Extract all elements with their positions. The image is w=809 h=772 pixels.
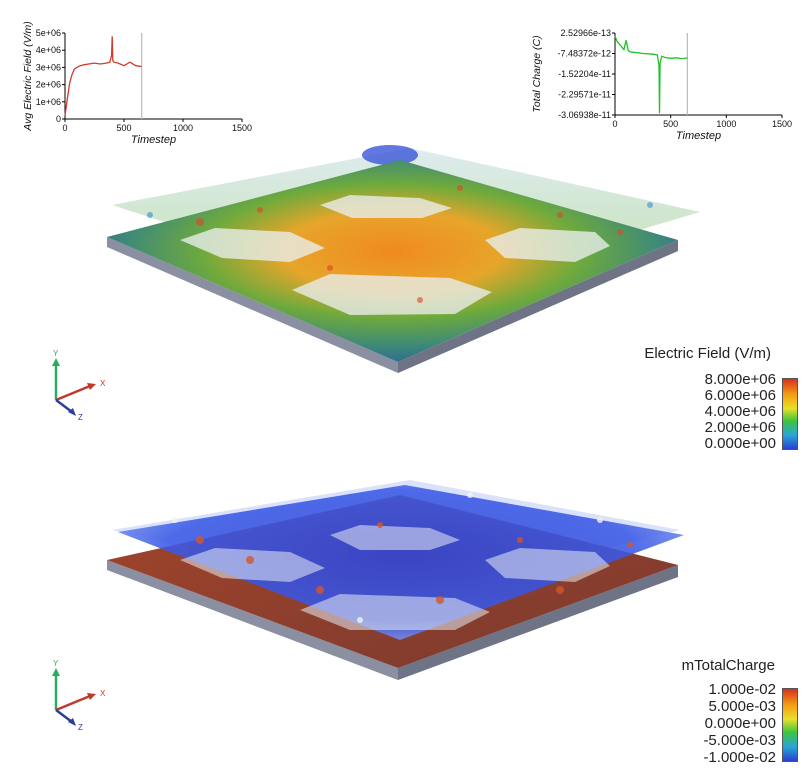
electric-field-colorbar-tick: 2.000e+06	[704, 419, 776, 436]
axis-z-label: Z	[78, 413, 83, 422]
total-charge-colorbar-tick: 0.000e+00	[704, 715, 776, 732]
ef-y-tick-label: 5e+06	[36, 28, 61, 38]
total-charge-colorbar-tick: -1.000e-02	[703, 749, 776, 766]
ef-x-label: Timestep	[131, 134, 176, 146]
charge-y-tick-label: 2.52966e-13	[560, 28, 611, 38]
charge-y-tick-label: -2.29571e-11	[558, 89, 611, 99]
electric-field-colorbar-tick: 6.000e+06	[704, 387, 776, 404]
electric-field-colorbar-tick: 0.000e+00	[704, 435, 776, 452]
total-charge-colorbar	[782, 688, 798, 762]
ef-y-tick-label: 2e+06	[36, 80, 61, 90]
ef-y-tick-label: 3e+06	[36, 62, 61, 72]
electric-field-colorbar-tick: 8.000e+06	[704, 371, 776, 388]
total-charge-colorbar-tick: 1.000e-02	[708, 681, 776, 698]
ef-y-tick-label: 1e+06	[36, 97, 61, 107]
ef-x-tick-label: 1500	[232, 123, 252, 133]
orientation-axes-bottom: Y X Z	[52, 660, 106, 732]
ef-y-tick-label: 0	[56, 114, 61, 124]
ef-x-tick-label: 0	[62, 123, 67, 133]
charge-x-tick-label: 500	[663, 119, 678, 129]
ef-y-label: Avg Electric Field (V/m)	[22, 21, 34, 132]
axis-y-label: Y	[53, 350, 59, 358]
charge-y-tick-label: -3.06938e-11	[558, 110, 611, 120]
charge-x-tick-label: 0	[612, 119, 617, 129]
charge-y-tick-label: -1.52204e-11	[558, 69, 611, 79]
electric-field-colorbar-tick: 4.000e+06	[704, 403, 776, 420]
electric-field-colorbar-title: Electric Field (V/m)	[644, 345, 771, 362]
total-charge-colorbar-tick: -5.000e-03	[703, 732, 776, 749]
ef-x-tick-label: 1000	[173, 123, 193, 133]
charge-y-label: Total Charge (C)	[531, 35, 543, 112]
charge-x-tick-label: 1000	[716, 119, 736, 129]
total-charge-colorbar-tick: 5.000e-03	[708, 698, 776, 715]
charge-y-tick-label: -7.48372e-12	[557, 48, 611, 58]
charge-x-label: Timestep	[676, 130, 721, 142]
total-charge-colorbar-title: mTotalCharge	[681, 657, 775, 674]
electric-field-colorbar	[782, 378, 798, 450]
charge-series-line	[614, 36, 688, 114]
charge-x-tick-label: 1500	[772, 119, 792, 129]
ef-x-tick-label: 500	[116, 123, 131, 133]
axis-x-label: X	[100, 689, 106, 698]
axis-z-label: Z	[78, 723, 83, 732]
orientation-axes-top: Y X Z	[52, 350, 106, 422]
total-charge-chart: 0 500 1000 1500 2.52966e-13 -7.48372e-12 -1.52…	[531, 28, 792, 142]
ef-series-line	[64, 36, 142, 116]
avg-electric-field-chart: 0 500 1000 1500 0 1e+06 2e+06 3e+06 4e+06 5e+06 Ti…	[22, 21, 252, 146]
axis-x-label: X	[100, 379, 106, 388]
ef-y-tick-label: 4e+06	[36, 45, 61, 55]
axis-y-label: Y	[53, 660, 59, 668]
